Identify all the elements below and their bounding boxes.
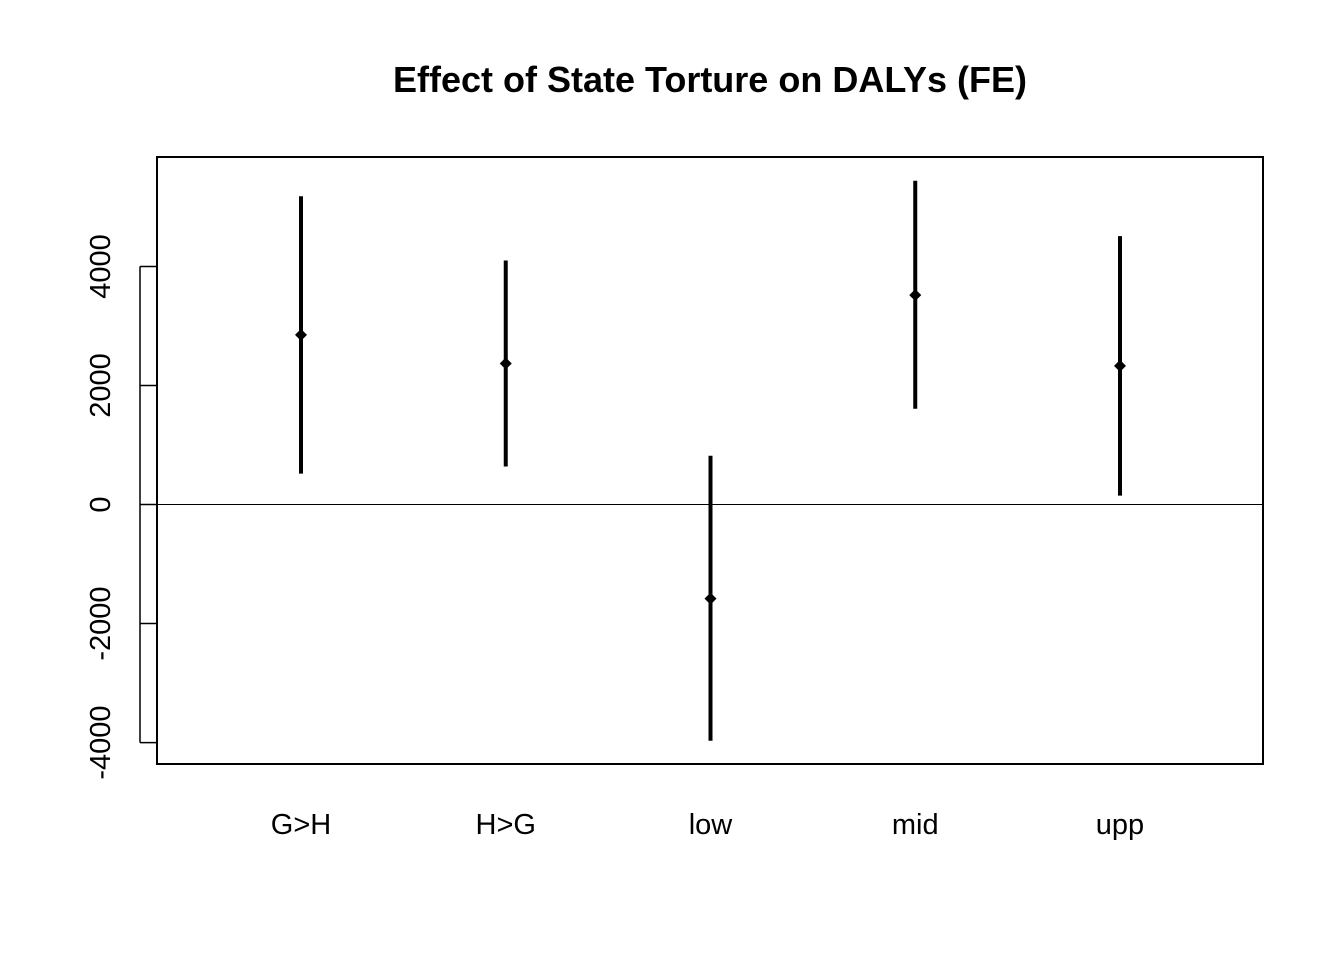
- y-tick-label: -2000: [85, 586, 117, 660]
- point-estimate: [295, 328, 307, 341]
- x-tick-label: low: [689, 809, 734, 841]
- point-estimate: [499, 357, 512, 370]
- chart-marks: [295, 180, 1126, 741]
- y-tick-label: 4000: [85, 234, 117, 299]
- y-tick-label: -4000: [85, 705, 117, 779]
- x-axis: G>H H>G low mid upp: [271, 809, 1144, 841]
- point-estimate: [1114, 359, 1126, 372]
- x-tick-label: G>H: [271, 809, 331, 841]
- plot-frame: [156, 156, 1264, 765]
- y-tick-label: 0: [85, 496, 117, 512]
- point-estimate: [704, 592, 717, 605]
- y-axis: -4000 -2000 0 2000 4000: [85, 234, 157, 780]
- x-tick-label: mid: [892, 809, 939, 841]
- chart-title: Effect of State Torture on DALYs (FE): [393, 59, 1027, 100]
- y-tick-label: 2000: [85, 353, 117, 418]
- x-tick-label: H>G: [476, 809, 536, 841]
- point-estimate: [909, 289, 922, 302]
- x-tick-label: upp: [1096, 809, 1144, 841]
